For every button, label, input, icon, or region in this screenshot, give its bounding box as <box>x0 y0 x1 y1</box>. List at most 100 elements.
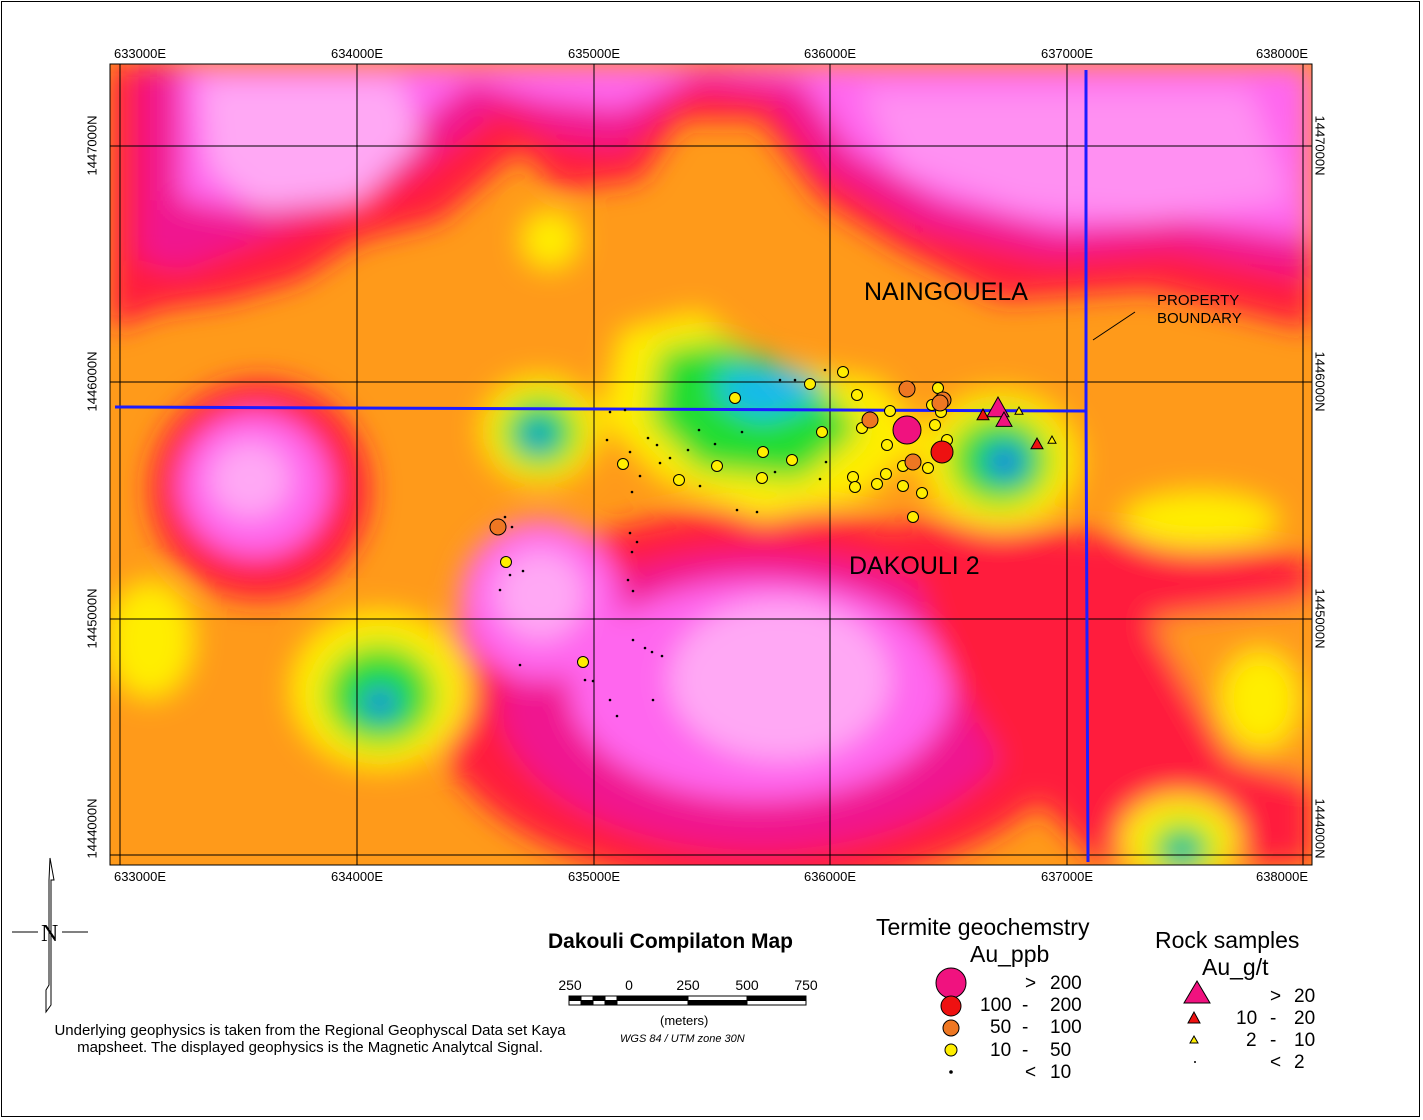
termite-sample-lt10 <box>630 550 634 554</box>
geophysics-raster <box>110 64 1312 865</box>
termite-sample-lt10 <box>740 430 744 434</box>
termite-sample-10-50 <box>577 656 589 668</box>
termite-sample-lt10 <box>623 408 627 412</box>
termite-sample-lt10 <box>605 438 609 442</box>
x-tick-top: 635000E <box>567 46 621 61</box>
termite-sample-lt10 <box>660 654 664 658</box>
rock-legend-row-0: 20 <box>1294 986 1316 1007</box>
termite-sample-lt10 <box>615 714 619 718</box>
rock-legend-row-2: 10 <box>1294 1030 1316 1051</box>
y-tick-right: 1444000N <box>1312 798 1328 859</box>
y-tick-right: 1445000N <box>1312 588 1328 649</box>
rock-legend-subtitle: Au_g/t <box>1202 954 1269 980</box>
termite-sample-lt10 <box>628 531 632 535</box>
scale-number: 250 <box>558 977 582 993</box>
termite-legend-row-4: 10 <box>1050 1062 1072 1083</box>
termite-sample-10-50 <box>849 481 861 493</box>
termite-sample-lt10 <box>630 490 634 494</box>
termite-sample-lt10 <box>650 650 654 654</box>
termite-sample-lt10 <box>658 461 662 465</box>
rock-legend-row-1: - <box>1270 1008 1277 1029</box>
rock-sample-gt20 <box>995 410 1013 427</box>
sample-points <box>489 366 1057 718</box>
termite-sample-10-50 <box>500 556 512 568</box>
termite-sample-10-50 <box>757 446 769 458</box>
scale-bar <box>568 995 807 1006</box>
termite-legend-symbols <box>935 967 967 1074</box>
termite-sample-lt10 <box>824 460 828 464</box>
termite-sample-lt10 <box>651 698 655 702</box>
termite-legend-row-0: > <box>1025 973 1037 994</box>
termite-sample-lt10 <box>503 515 507 519</box>
termite-sample-lt10 <box>635 540 639 544</box>
termite-sample-10-50 <box>922 462 934 474</box>
termite-sample-10-50 <box>786 454 798 466</box>
termite-sample-lt10 <box>778 378 782 382</box>
termite-sample-lt10 <box>608 698 612 702</box>
dakouli-label: DAKOULI 2 <box>849 552 980 580</box>
termite-sample-lt10 <box>638 474 642 478</box>
rock-sample-10-20 <box>976 407 990 421</box>
termite-sample-lt10 <box>643 646 647 650</box>
termite-sample-10-50 <box>617 458 629 470</box>
termite-legend-row-1: 200 <box>1050 995 1082 1016</box>
termite-sample-10-50 <box>907 511 919 523</box>
termite-sample-10-50 <box>871 478 883 490</box>
y-tick-left: 1446000N <box>84 351 100 412</box>
rock-legend-row-3: 2 <box>1294 1052 1305 1073</box>
termite-sample-lt10 <box>773 470 777 474</box>
x-tick-top: 637000E <box>1040 46 1094 61</box>
rock-sample-2-10 <box>1047 434 1057 444</box>
rock-sample-gt20 <box>986 395 1010 418</box>
property-boundary-label-2: BOUNDARY <box>1157 310 1242 327</box>
termite-sample-10-50 <box>837 366 849 378</box>
termite-sample-10-50 <box>916 487 928 499</box>
termite-sample-lt10 <box>508 573 512 577</box>
x-tick-top: 634000E <box>330 46 384 61</box>
termite-sample-10-50 <box>897 480 909 492</box>
termite-sample-lt10 <box>631 638 635 642</box>
termite-sample-lt10 <box>498 588 502 592</box>
termite-sample-lt10 <box>686 448 690 452</box>
rock-legend-row-1: 20 <box>1294 1008 1316 1029</box>
termite-legend-row-3: 10 <box>990 1040 1012 1061</box>
termite-sample-50-100 <box>898 380 916 398</box>
x-tick-top: 633000E <box>113 46 167 61</box>
termite-sample-lt10 <box>626 578 630 582</box>
termite-sample-10-50 <box>851 389 863 401</box>
rock-legend-row-1: 10 <box>1236 1008 1258 1029</box>
x-tick-top: 638000E <box>1255 46 1309 61</box>
termite-sample-lt10 <box>646 436 650 440</box>
rock-legend-row-2: 2 <box>1246 1030 1257 1051</box>
termite-sample-lt10 <box>698 484 702 488</box>
x-tick-top: 636000E <box>803 46 857 61</box>
property-boundary-line <box>114 70 1090 863</box>
termite-sample-lt10 <box>818 477 822 481</box>
termite-legend-row-2: 50 <box>990 1017 1012 1038</box>
termite-sample-10-50 <box>847 471 859 483</box>
rock-sample-2-10 <box>1014 405 1024 415</box>
rock-legend-row-3: < <box>1270 1052 1282 1073</box>
y-tick-right: 1446000N <box>1312 351 1328 412</box>
termite-sample-50-100 <box>861 411 879 429</box>
rock-sample-10-20 <box>1030 436 1044 450</box>
termite-sample-10-50 <box>711 460 723 472</box>
x-tick-bottom: 634000E <box>330 869 384 884</box>
termite-sample-10-50 <box>884 405 896 417</box>
x-tick-bottom: 636000E <box>803 869 857 884</box>
scale-units: (meters) <box>660 1013 709 1028</box>
termite-legend-subtitle: Au_ppb <box>970 941 1050 967</box>
termite-sample-10-50 <box>880 468 892 480</box>
property-boundary-label-1: PROPERTY <box>1157 292 1240 309</box>
property-boundary-leader <box>1092 311 1136 341</box>
termite-sample-lt10 <box>735 508 739 512</box>
termite-sample-10-50 <box>881 439 893 451</box>
y-tick-right: 1447000N <box>1312 115 1328 176</box>
termite-sample-lt10 <box>510 525 514 529</box>
y-tick-left: 1447000N <box>84 115 100 176</box>
termite-sample-lt10 <box>655 443 659 447</box>
rock-legend-title: Rock samples <box>1155 927 1300 953</box>
termite-sample-lt10 <box>793 378 797 382</box>
